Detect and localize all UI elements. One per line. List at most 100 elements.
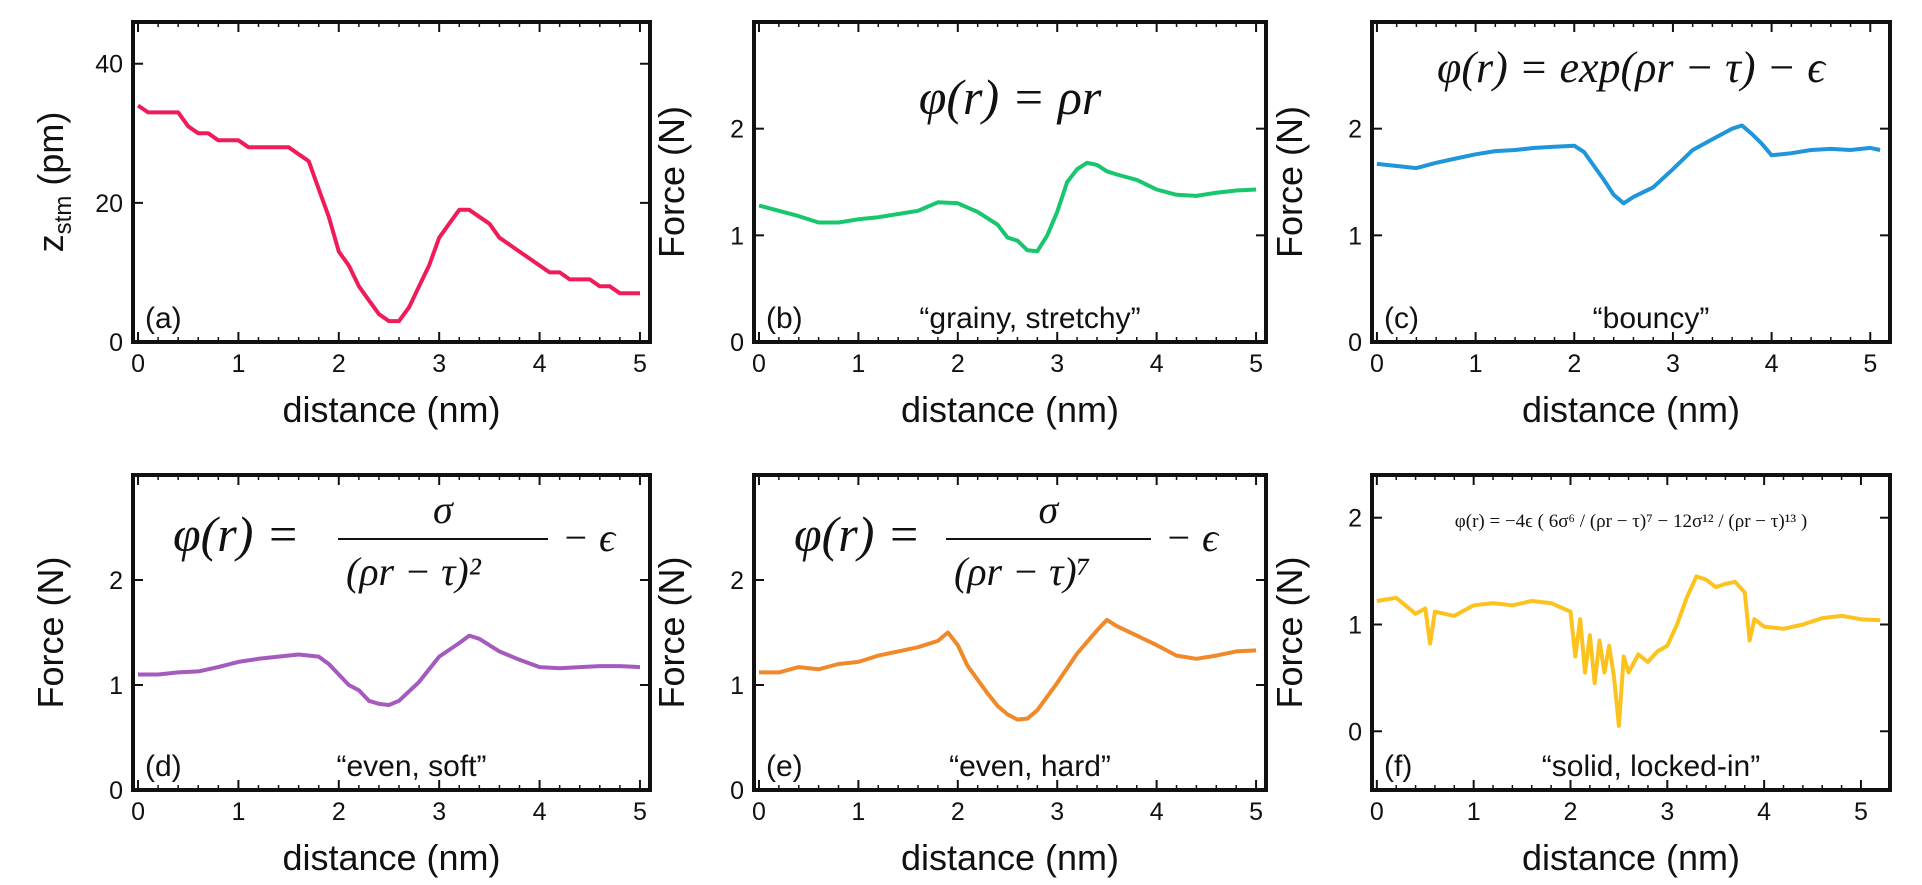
y-tick-label: 1 — [109, 672, 123, 700]
x-tick-label: 4 — [1765, 350, 1779, 378]
x-tick-label: 4 — [1150, 350, 1164, 378]
x-tick-label: 4 — [1150, 798, 1164, 826]
formula-1: φ(r) = ρr — [919, 69, 1102, 125]
x-axis-label: distance (nm) — [282, 389, 500, 430]
panel-label: (b) — [766, 302, 803, 335]
formula-2: φ(r) = exp(ρr − τ) − ϵ — [1437, 43, 1827, 92]
y-label-main: Force (N) — [30, 557, 71, 709]
y-label-main: Force (N) — [1269, 557, 1310, 709]
caption: “even, soft” — [336, 750, 486, 783]
x-tick-label: 3 — [432, 798, 446, 826]
series-line — [758, 160, 1257, 254]
x-tick-label: 3 — [1050, 350, 1064, 378]
y-label-main: Force (N) — [651, 106, 692, 258]
x-axis-label: distance (nm) — [1522, 837, 1740, 878]
y-tick-label: 1 — [1348, 222, 1362, 250]
x-tick-label: 2 — [1564, 798, 1578, 826]
plot-frame — [752, 20, 1268, 344]
x-tick-label: 5 — [1249, 798, 1263, 826]
formula-text: φ(r) = ρr — [919, 69, 1102, 125]
y-axis-label: Force (N) — [651, 557, 692, 709]
formula-part: σ — [1039, 487, 1060, 532]
formula-5: φ(r) = −4ϵ ( 6σ⁶ / (ρr − τ)⁷ − 12σ¹² / (… — [1455, 511, 1807, 532]
x-axis-label: distance (nm) — [901, 389, 1119, 430]
formula-text: φ(r) = −4ϵ ( 6σ⁶ / (ρr − τ)⁷ − 12σ¹² / (… — [1455, 511, 1807, 532]
y-tick-label: 0 — [109, 329, 123, 357]
y-tick-label: 2 — [730, 567, 744, 595]
x-tick-label: 2 — [332, 350, 346, 378]
x-axis-label: distance (nm) — [1522, 389, 1740, 430]
panel-1: 0 1 2 3 4 5 0 1 2 distance (nm) Force (N) (b) “grain… — [651, 20, 1268, 430]
x-tick-label: 4 — [533, 350, 547, 378]
x-tick-label: 5 — [633, 350, 647, 378]
x-tick-label: 5 — [1863, 350, 1877, 378]
formula-part: φ(r) = — [173, 506, 300, 562]
formula-part: − ϵ — [562, 515, 617, 560]
y-axis-label: Force (N) — [1269, 106, 1310, 258]
y-label-sub: stm — [50, 196, 77, 235]
x-tick-label: 4 — [1757, 798, 1771, 826]
plot-frame — [131, 473, 652, 792]
series-line — [1376, 123, 1881, 206]
y-tick-label: 2 — [109, 567, 123, 595]
y-tick-label: 0 — [730, 777, 744, 805]
series-line — [1376, 574, 1881, 728]
plot-frame — [1370, 20, 1892, 344]
x-tick-label: 5 — [1249, 350, 1263, 378]
x-tick-label: 5 — [1854, 798, 1868, 826]
x-tick-label: 3 — [1050, 798, 1064, 826]
y-label-unit: (pm) — [30, 112, 71, 196]
y-tick-label: 2 — [1348, 116, 1362, 144]
x-tick-label: 0 — [131, 798, 145, 826]
panel-label: (f) — [1384, 750, 1412, 783]
y-tick-label: 0 — [730, 329, 744, 357]
formula-4: φ(r) = σ (ρr − τ)⁷ − ϵ — [794, 487, 1220, 594]
caption: “solid, locked-in” — [1542, 750, 1760, 783]
formula-part: − ϵ — [1165, 515, 1220, 560]
caption: “bouncy” — [1593, 302, 1710, 335]
y-axis-label: zstm (pm) — [30, 112, 77, 253]
y-tick-label: 2 — [730, 116, 744, 144]
series-line — [138, 633, 641, 707]
y-label-main: z — [30, 234, 71, 252]
panel-label: (e) — [766, 750, 803, 783]
x-tick-label: 1 — [851, 350, 865, 378]
x-tick-label: 0 — [1370, 350, 1384, 378]
x-tick-label: 0 — [1370, 798, 1384, 826]
caption: “grainy, stretchy” — [919, 302, 1140, 335]
formula-part: (ρr − τ)² — [346, 549, 482, 594]
x-tick-label: 3 — [1666, 350, 1680, 378]
x-tick-label: 2 — [332, 798, 346, 826]
panel-label: (d) — [145, 750, 182, 783]
x-axis-label: distance (nm) — [901, 837, 1119, 878]
x-tick-label: 0 — [752, 798, 766, 826]
y-tick-label: 2 — [1348, 505, 1362, 533]
formula-part: σ — [433, 487, 454, 532]
caption: “even, hard” — [949, 750, 1111, 783]
formula-text: φ(r) = exp(ρr − τ) − ϵ — [1437, 43, 1827, 92]
formula-part: (ρr − τ)⁷ — [954, 549, 1091, 594]
x-tick-label: 1 — [1469, 350, 1483, 378]
x-tick-label: 1 — [1467, 798, 1481, 826]
x-tick-label: 1 — [851, 798, 865, 826]
y-tick-label: 1 — [730, 222, 744, 250]
x-tick-label: 1 — [231, 350, 245, 378]
panel-label: (c) — [1384, 302, 1419, 335]
plot-frame — [752, 473, 1268, 792]
panel-5: 0 1 2 3 4 5 0 1 2 distance (nm) Force (N) (f) “solid… — [1269, 473, 1892, 878]
x-tick-label: 3 — [1660, 798, 1674, 826]
y-label-main: Force (N) — [651, 557, 692, 709]
x-tick-label: 2 — [1567, 350, 1581, 378]
y-tick-label: 1 — [1348, 611, 1362, 639]
x-tick-label: 1 — [231, 798, 245, 826]
panel-0: 0 1 2 3 4 5 0 20 40 distance (nm) zstm (pm) (a) — [30, 20, 652, 430]
x-tick-label: 0 — [752, 350, 766, 378]
y-axis-label: Force (N) — [1269, 557, 1310, 709]
y-axis-label: Force (N) — [651, 106, 692, 258]
x-tick-label: 0 — [131, 350, 145, 378]
series-line — [136, 103, 640, 324]
panel-2: 0 1 2 3 4 5 0 1 2 distance (nm) Force (N) (c) “bounc… — [1269, 20, 1892, 430]
x-tick-label: 2 — [951, 350, 965, 378]
